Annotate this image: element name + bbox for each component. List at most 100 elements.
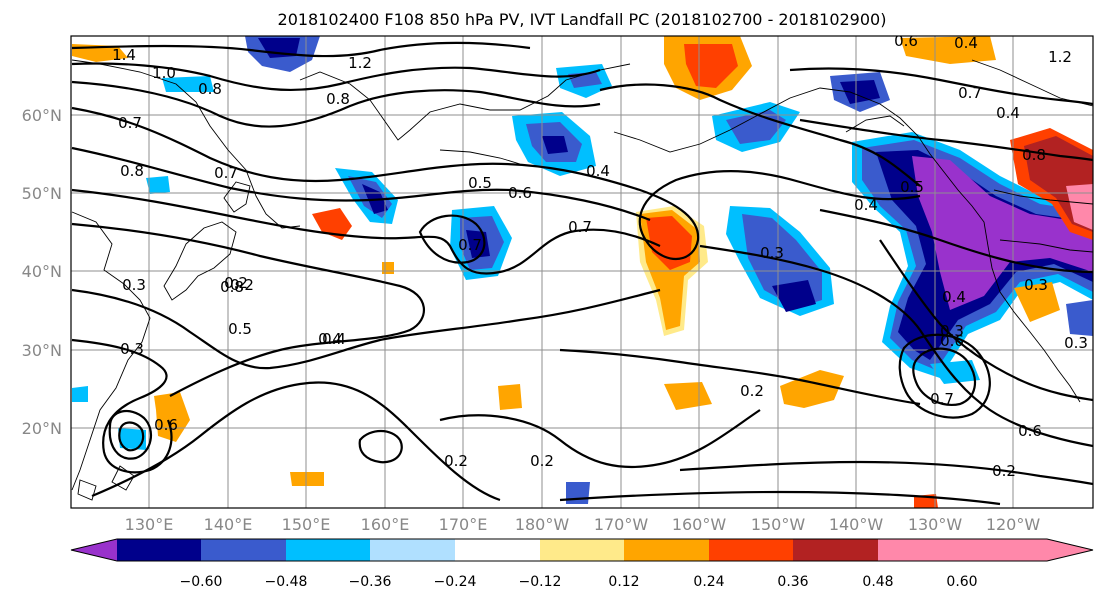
contour-label: 0.5	[900, 178, 924, 196]
lon-label: 130°W	[908, 515, 963, 534]
colorbar-arrow-high	[1047, 539, 1093, 561]
colorbar-tick-label: 0.12	[608, 574, 639, 590]
contour-label: 0.2	[230, 276, 254, 294]
contour-label: 0.4	[942, 288, 966, 306]
colorbar-tick-label: 0.48	[862, 574, 893, 590]
colorbar-segments	[70, 538, 1094, 562]
contour-line	[71, 288, 661, 370]
contour-line	[71, 41, 531, 58]
map-title: 2018102400 F108 850 hPa PV, IVT Landfall…	[278, 10, 887, 29]
contour-label: 1.4	[112, 46, 136, 64]
contour-line	[439, 409, 761, 469]
colorbar-tick-label: −0.24	[434, 574, 477, 590]
coastline	[439, 149, 521, 165]
contour-line	[118, 421, 145, 452]
map-frame	[70, 35, 1094, 509]
colorbar-segment	[117, 539, 201, 561]
contour-label: 0.4	[996, 104, 1020, 122]
shade-positive-region	[684, 44, 738, 88]
contour-label: 0.8	[1022, 146, 1046, 164]
contour-label: 0.8	[326, 90, 350, 108]
map-panel: 1.41.00.81.20.80.70.8 0.70.50.60.70.40.80…	[22, 34, 1094, 534]
colorbar-tick-labels: −0.60 −0.48 −0.36 −0.24 −0.12 0.12 0.24 …	[180, 574, 978, 590]
contour-label: 1.2	[348, 54, 372, 72]
contour-label: 0.2	[224, 274, 248, 292]
contour-label: 0.8	[120, 162, 144, 180]
colorbar-tick-label: 0.60	[946, 574, 977, 590]
contour-label: 0.8	[198, 80, 222, 98]
contour-line	[799, 118, 1093, 162]
coastline	[77, 479, 97, 501]
contour-label: 0.7	[930, 390, 954, 408]
contour-label: 0.7	[568, 218, 592, 236]
lon-label: 170°W	[594, 515, 649, 534]
lon-label: 160°E	[361, 515, 410, 534]
shade-negative-region	[840, 80, 880, 104]
contour-line	[71, 222, 426, 397]
graticule	[71, 36, 1093, 508]
shade-positive-region	[780, 370, 844, 408]
lat-label: 30°N	[22, 341, 62, 360]
contour-label: 0.2	[740, 382, 764, 400]
contour-label: 0.2	[530, 452, 554, 470]
shade-positive-region	[498, 384, 522, 410]
contour-line	[789, 67, 1093, 106]
contour-line	[91, 381, 501, 502]
colorbar-tick-label: −0.36	[349, 574, 392, 590]
shade-negative-region	[146, 176, 170, 194]
contour-line	[559, 490, 1001, 506]
coastline	[223, 181, 251, 213]
shade-negative-region	[930, 360, 980, 384]
contour-line	[819, 208, 1093, 274]
shade-negative-region	[118, 428, 146, 450]
contour-label: 0.4	[854, 196, 878, 214]
contour-label: 0.4	[322, 330, 346, 348]
lon-label: 150°W	[751, 515, 806, 534]
colorbar-segment	[878, 539, 1047, 561]
contour-label: 0.5	[228, 320, 252, 338]
contour-label: 0.3	[122, 276, 146, 294]
shade-negative-region	[72, 386, 88, 402]
colorbar-segment	[370, 539, 455, 561]
contour-label: 0.7	[958, 84, 982, 102]
colorbar-segment	[455, 539, 540, 561]
lon-label: 180°W	[515, 515, 570, 534]
contour-label: 0.6	[1018, 422, 1042, 440]
contour-label: 0.4	[586, 162, 610, 180]
colorbar-segment	[201, 539, 286, 561]
colorbar: −0.60 −0.48 −0.36 −0.24 −0.12 0.12 0.24 …	[70, 538, 1094, 590]
colorbar-tick-label: −0.48	[265, 574, 308, 590]
contour-label: 0.2	[992, 462, 1016, 480]
contour-label: 0.4	[954, 34, 978, 52]
contour-label: 0.4	[318, 330, 342, 348]
shade-positive-region	[1066, 184, 1093, 230]
shade-positive-region	[664, 382, 712, 410]
lon-label: 160°W	[672, 515, 727, 534]
contour-label: 1.2	[1048, 48, 1072, 66]
shade-negative-region	[772, 280, 816, 312]
lat-label: 20°N	[22, 419, 62, 438]
contour-line	[599, 83, 921, 187]
colorbar-segment	[286, 539, 370, 561]
contour-label: 0.6	[154, 416, 178, 434]
contour-line	[418, 214, 486, 264]
coastline	[163, 221, 237, 301]
contour-label: 0.2	[444, 452, 468, 470]
shade-positive-region	[1014, 282, 1060, 322]
contour-line	[358, 429, 403, 464]
shade-negative-region	[542, 136, 568, 154]
contour-line	[71, 106, 921, 261]
latitude-labels: 60°N 50°N 40°N 30°N 20°N	[22, 106, 62, 438]
lon-label: 120°W	[986, 515, 1041, 534]
lon-label: 140°E	[204, 515, 253, 534]
contour-line	[108, 409, 153, 460]
contour-label: 0.5	[468, 174, 492, 192]
contour-label: 0.3	[940, 322, 964, 340]
contour-label: 0.6	[940, 332, 964, 350]
lon-label: 170°E	[439, 515, 488, 534]
lon-label: 140°W	[829, 515, 884, 534]
contour-label: 0.8	[220, 278, 244, 296]
contour-line	[559, 348, 921, 406]
lat-label: 40°N	[22, 262, 62, 281]
